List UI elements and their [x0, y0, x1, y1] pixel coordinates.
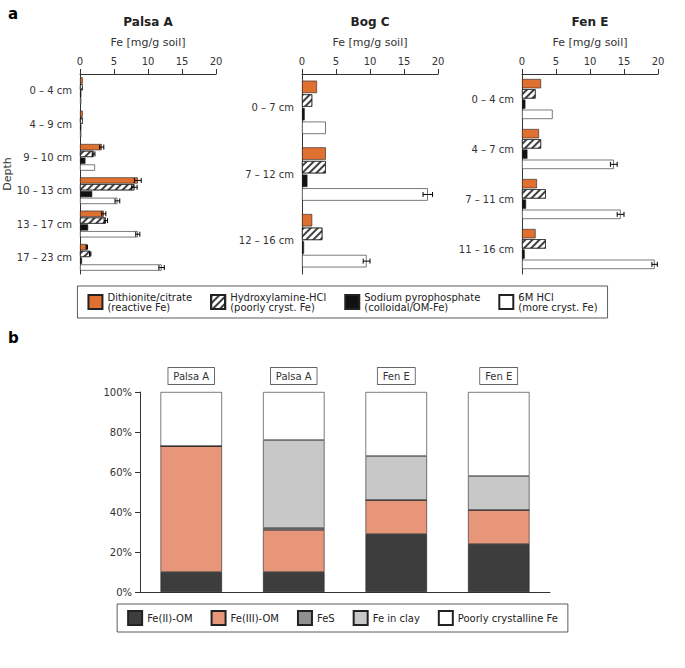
- svg-text:Fen E: Fen E: [572, 15, 609, 29]
- svg-text:Palsa A: Palsa A: [123, 15, 173, 29]
- svg-text:10: 10: [364, 56, 377, 67]
- svg-text:(reactive Fe): (reactive Fe): [107, 302, 170, 313]
- svg-text:10: 10: [142, 56, 155, 67]
- svg-text:0 – 4 cm: 0 – 4 cm: [472, 94, 515, 105]
- svg-text:17 – 23 cm: 17 – 23 cm: [17, 252, 72, 263]
- svg-text:7 – 11 cm: 7 – 11 cm: [465, 194, 514, 205]
- svg-text:Fen E: Fen E: [485, 371, 512, 382]
- svg-text:20: 20: [210, 56, 223, 67]
- svg-text:0%: 0%: [116, 587, 132, 598]
- svg-text:15: 15: [398, 56, 411, 67]
- svg-text:40%: 40%: [110, 507, 132, 518]
- svg-text:a: a: [8, 5, 18, 23]
- svg-text:10: 10: [584, 56, 597, 67]
- svg-text:13 – 17 cm: 13 – 17 cm: [17, 219, 72, 230]
- svg-text:Dithionite/citrate: Dithionite/citrate: [107, 291, 193, 303]
- svg-text:5: 5: [333, 56, 339, 67]
- svg-text:20%: 20%: [110, 547, 132, 558]
- svg-text:0: 0: [299, 56, 305, 67]
- svg-text:9 – 10 cm: 9 – 10 cm: [23, 152, 72, 163]
- svg-text:FeS: FeS: [317, 613, 335, 624]
- svg-text:Fe in clay: Fe in clay: [373, 613, 420, 624]
- svg-text:Palsa A: Palsa A: [276, 371, 312, 382]
- svg-text:(poorly cryst. Fe): (poorly cryst. Fe): [230, 302, 315, 313]
- svg-text:Hydroxylamine-HCl: Hydroxylamine-HCl: [230, 291, 327, 303]
- svg-text:Fe [mg/g soil]: Fe [mg/g soil]: [332, 36, 407, 49]
- svg-text:Fe [mg/g soil]: Fe [mg/g soil]: [552, 36, 627, 49]
- svg-text:5: 5: [553, 56, 559, 67]
- svg-text:80%: 80%: [110, 427, 132, 438]
- svg-text:10 – 13 cm: 10 – 13 cm: [17, 185, 72, 196]
- svg-text:5: 5: [111, 56, 117, 67]
- svg-text:4 – 9 cm: 4 – 9 cm: [30, 119, 73, 130]
- svg-text:Sodium pyrophosphate: Sodium pyrophosphate: [364, 291, 481, 303]
- svg-text:4 – 7 cm: 4 – 7 cm: [472, 144, 515, 155]
- svg-text:Fe(II)-OM: Fe(II)-OM: [147, 613, 192, 624]
- svg-text:b: b: [8, 329, 19, 347]
- svg-text:(colloidal/OM-Fe): (colloidal/OM-Fe): [364, 302, 448, 313]
- svg-text:Depth: Depth: [1, 157, 14, 191]
- svg-text:100%: 100%: [103, 387, 132, 398]
- svg-text:6M HCl: 6M HCl: [518, 291, 554, 303]
- svg-text:Bog C: Bog C: [351, 15, 390, 29]
- svg-text:20: 20: [652, 56, 665, 67]
- svg-text:Fe(III)-OM: Fe(III)-OM: [231, 613, 279, 624]
- svg-text:Fen E: Fen E: [383, 371, 410, 382]
- svg-text:0 – 4 cm: 0 – 4 cm: [30, 85, 73, 96]
- svg-text:60%: 60%: [110, 467, 132, 478]
- svg-text:7 – 12 cm: 7 – 12 cm: [245, 169, 294, 180]
- svg-text:0 – 7 cm: 0 – 7 cm: [252, 102, 295, 113]
- svg-text:11 – 16 cm: 11 – 16 cm: [459, 244, 514, 255]
- svg-text:20: 20: [432, 56, 445, 67]
- svg-text:0: 0: [77, 56, 83, 67]
- svg-text:0: 0: [519, 56, 525, 67]
- svg-text:Fe [mg/g soil]: Fe [mg/g soil]: [110, 36, 185, 49]
- svg-text:15: 15: [176, 56, 189, 67]
- svg-text:Palsa A: Palsa A: [173, 371, 209, 382]
- svg-text:Poorly crystalline Fe: Poorly crystalline Fe: [458, 613, 558, 624]
- svg-text:(more cryst. Fe): (more cryst. Fe): [518, 302, 597, 313]
- svg-text:15: 15: [618, 56, 631, 67]
- svg-text:12 – 16 cm: 12 – 16 cm: [239, 235, 294, 246]
